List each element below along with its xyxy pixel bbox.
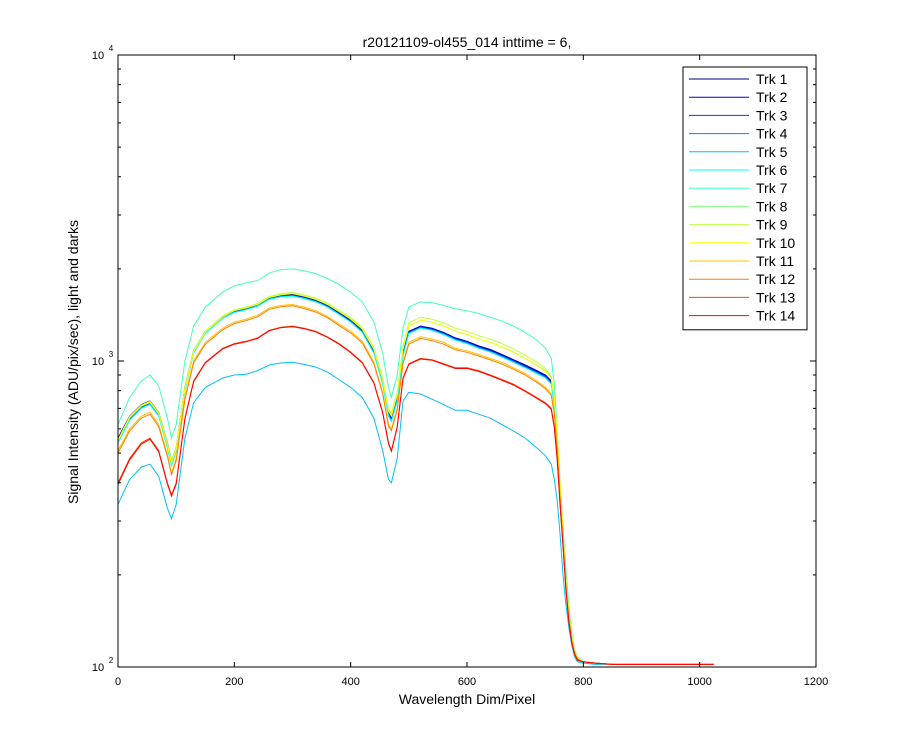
series-line-5 <box>117 361 714 665</box>
series-line-14 <box>117 326 714 665</box>
legend-label: Trk 10 <box>756 235 795 251</box>
x-tick-label: 400 <box>341 676 359 688</box>
legend-label: Trk 12 <box>756 271 795 287</box>
y-axis: 10 2 10 3 10 4 <box>92 44 816 674</box>
y-tick-label: 10 <box>92 356 104 368</box>
legend-label: Trk 11 <box>756 253 794 269</box>
x-tick-label: 800 <box>574 676 592 688</box>
y-tick-label-exponent: 2 <box>109 656 114 665</box>
legend-label: Trk 9 <box>756 217 788 233</box>
x-axis-label: Wavelength Dim/Pixel <box>399 691 535 707</box>
x-tick-label: 200 <box>225 676 243 688</box>
legend-label: Trk 13 <box>756 289 795 305</box>
legend-label: Trk 7 <box>756 180 788 196</box>
x-tick-label: 0 <box>115 676 121 688</box>
series-line-7 <box>117 268 714 665</box>
legend-label: Trk 6 <box>756 162 788 178</box>
legend-label: Trk 2 <box>756 89 788 105</box>
y-tick-label-exponent: 4 <box>109 44 114 53</box>
y-tick-label: 10 <box>92 50 104 62</box>
y-tick-label-exponent: 3 <box>109 350 114 359</box>
legend-label: Trk 5 <box>756 144 788 160</box>
series-line-10 <box>117 293 714 665</box>
legend-label: Trk 4 <box>756 126 788 142</box>
x-tick-label: 1000 <box>687 676 711 688</box>
legend-label: Trk 3 <box>756 107 788 123</box>
chart-title: r20121109-ol455_014 inttime = 6, <box>363 34 572 50</box>
legend-label: Trk 14 <box>756 308 795 324</box>
legend-box <box>682 66 808 331</box>
x-axis: 0 200 400 600 800 1000 1200 <box>115 55 828 688</box>
legend: Trk 1 Trk 2 Trk 3 Trk 4 Trk 5 Trk 6 Trk 7 Trk 8… <box>682 66 808 331</box>
legend-label: Trk 8 <box>756 198 788 214</box>
legend-label: Trk 1 <box>756 71 788 87</box>
y-tick-label: 10 <box>92 662 104 674</box>
x-tick-label: 1200 <box>804 676 828 688</box>
x-tick-label: 600 <box>458 676 476 688</box>
series-group <box>117 268 714 665</box>
y-axis-label: Signal Intensity (ADU/pix/sec), light an… <box>65 220 81 504</box>
